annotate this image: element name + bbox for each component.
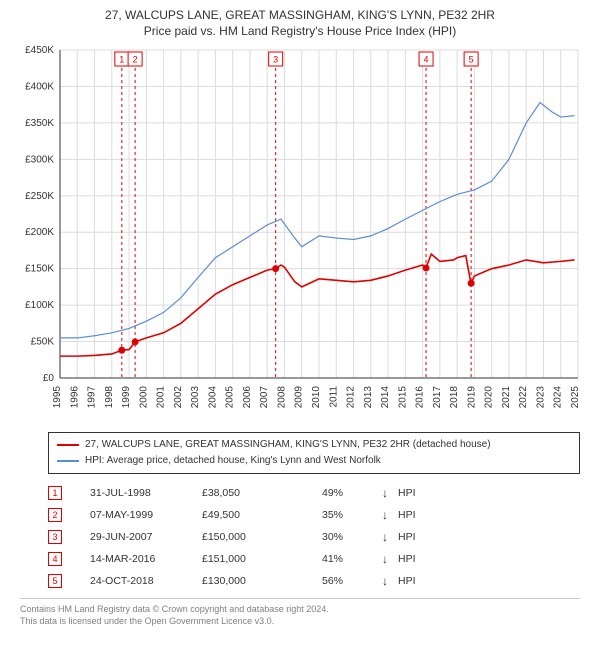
sales-marker: 5: [48, 574, 62, 588]
svg-text:2000: 2000: [138, 386, 149, 409]
sales-date: 07-MAY-1999: [62, 509, 202, 521]
sales-pct: 41%: [322, 553, 382, 565]
title-block: 27, WALCUPS LANE, GREAT MASSINGHAM, KING…: [12, 8, 588, 38]
svg-text:2006: 2006: [242, 386, 253, 409]
legend-label: 27, WALCUPS LANE, GREAT MASSINGHAM, KING…: [85, 437, 491, 453]
svg-text:1999: 1999: [121, 386, 132, 409]
sales-hpi-label: HPI: [398, 575, 428, 587]
svg-text:2018: 2018: [449, 386, 460, 409]
svg-text:2024: 2024: [553, 386, 564, 409]
sales-row: 414-MAR-2016£151,00041%↓HPI: [48, 548, 580, 570]
sales-table: 131-JUL-1998£38,05049%↓HPI207-MAY-1999£4…: [48, 482, 580, 592]
svg-text:1: 1: [119, 55, 124, 65]
svg-text:1995: 1995: [52, 386, 63, 409]
sales-price: £151,000: [202, 553, 322, 565]
sales-pct: 30%: [322, 531, 382, 543]
svg-text:2002: 2002: [173, 386, 184, 409]
svg-text:£350K: £350K: [25, 118, 54, 129]
svg-text:2017: 2017: [432, 386, 443, 409]
sales-row: 329-JUN-2007£150,00030%↓HPI: [48, 526, 580, 548]
sales-row: 207-MAY-1999£49,50035%↓HPI: [48, 504, 580, 526]
svg-text:2007: 2007: [259, 386, 270, 409]
chart-area: £0 £50K £100K £150K £200K £250K £300K £350K £400…: [12, 44, 588, 424]
sales-row: 131-JUL-1998£38,05049%↓HPI: [48, 482, 580, 504]
sales-hpi-label: HPI: [398, 531, 428, 543]
sales-marker: 2: [48, 508, 62, 522]
svg-text:2011: 2011: [328, 386, 339, 408]
sales-price: £150,000: [202, 531, 322, 543]
svg-text:4: 4: [424, 55, 429, 65]
svg-text:2013: 2013: [363, 386, 374, 409]
sales-date: 14-MAR-2016: [62, 553, 202, 565]
svg-text:2009: 2009: [294, 386, 305, 409]
legend-swatch: [57, 444, 79, 446]
sales-price: £49,500: [202, 509, 322, 521]
svg-text:2019: 2019: [466, 386, 477, 409]
footer-line2: This data is licensed under the Open Gov…: [20, 615, 580, 627]
svg-text:2003: 2003: [190, 386, 201, 409]
sales-date: 29-JUN-2007: [62, 531, 202, 543]
svg-text:2008: 2008: [276, 386, 287, 409]
down-arrow-icon: ↓: [382, 530, 398, 544]
svg-text:1996: 1996: [69, 386, 80, 409]
svg-text:£0: £0: [43, 373, 55, 384]
sales-date: 24-OCT-2018: [62, 575, 202, 587]
svg-text:2025: 2025: [570, 386, 581, 409]
svg-text:2014: 2014: [380, 386, 391, 409]
footer-line1: Contains HM Land Registry data © Crown c…: [20, 603, 580, 615]
svg-text:£50K: £50K: [31, 337, 55, 348]
svg-text:2023: 2023: [535, 386, 546, 409]
sales-hpi-label: HPI: [398, 553, 428, 565]
down-arrow-icon: ↓: [382, 552, 398, 566]
svg-text:£100K: £100K: [25, 300, 54, 311]
svg-text:£150K: £150K: [25, 264, 54, 275]
title-address: 27, WALCUPS LANE, GREAT MASSINGHAM, KING…: [12, 8, 588, 22]
sales-marker: 3: [48, 530, 62, 544]
sales-marker: 4: [48, 552, 62, 566]
svg-text:2004: 2004: [207, 386, 218, 409]
svg-text:2022: 2022: [518, 386, 529, 409]
sales-pct: 56%: [322, 575, 382, 587]
svg-text:£300K: £300K: [25, 154, 54, 165]
svg-text:£450K: £450K: [25, 45, 54, 56]
legend-box: 27, WALCUPS LANE, GREAT MASSINGHAM, KING…: [48, 432, 580, 474]
svg-text:2021: 2021: [501, 386, 512, 409]
svg-text:2012: 2012: [346, 386, 357, 409]
svg-text:2015: 2015: [397, 386, 408, 409]
chart-svg: £0 £50K £100K £150K £200K £250K £300K £350K £400…: [12, 44, 588, 424]
svg-text:2005: 2005: [225, 386, 236, 409]
svg-text:3: 3: [273, 55, 278, 65]
svg-text:2016: 2016: [415, 386, 426, 409]
svg-text:5: 5: [469, 55, 474, 65]
svg-text:£250K: £250K: [25, 191, 54, 202]
sales-price: £130,000: [202, 575, 322, 587]
legend-swatch: [57, 460, 79, 462]
legend-label: HPI: Average price, detached house, King…: [85, 453, 381, 469]
sales-pct: 49%: [322, 487, 382, 499]
svg-text:2010: 2010: [311, 386, 322, 409]
svg-text:2001: 2001: [156, 386, 167, 409]
chart-container: 27, WALCUPS LANE, GREAT MASSINGHAM, KING…: [0, 0, 600, 650]
sales-price: £38,050: [202, 487, 322, 499]
down-arrow-icon: ↓: [382, 508, 398, 522]
svg-text:£400K: £400K: [25, 81, 54, 92]
down-arrow-icon: ↓: [382, 486, 398, 500]
sales-hpi-label: HPI: [398, 509, 428, 521]
sales-date: 31-JUL-1998: [62, 487, 202, 499]
title-subtitle: Price paid vs. HM Land Registry's House …: [12, 24, 588, 38]
svg-text:2: 2: [133, 55, 138, 65]
svg-text:1997: 1997: [87, 386, 98, 409]
svg-text:2020: 2020: [484, 386, 495, 409]
svg-text:£200K: £200K: [25, 227, 54, 238]
svg-text:1998: 1998: [104, 386, 115, 409]
legend-row: 27, WALCUPS LANE, GREAT MASSINGHAM, KING…: [57, 437, 571, 453]
down-arrow-icon: ↓: [382, 574, 398, 588]
sales-hpi-label: HPI: [398, 487, 428, 499]
sales-row: 524-OCT-2018£130,00056%↓HPI: [48, 570, 580, 592]
sales-marker: 1: [48, 486, 62, 500]
sales-pct: 35%: [322, 509, 382, 521]
footer: Contains HM Land Registry data © Crown c…: [20, 598, 580, 627]
legend-row: HPI: Average price, detached house, King…: [57, 453, 571, 469]
